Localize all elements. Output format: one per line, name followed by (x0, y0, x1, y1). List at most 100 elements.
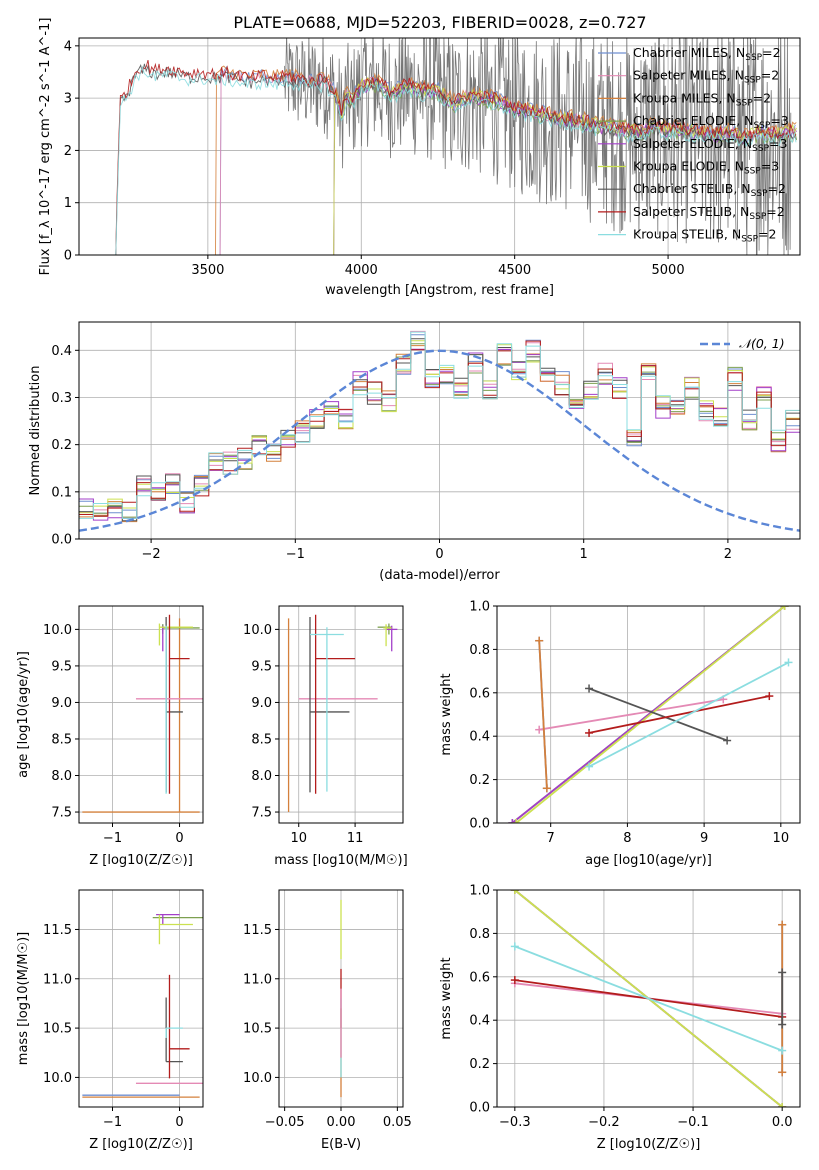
x-axis-label: (data-model)/error (379, 568, 500, 583)
y-tick-label: 11.5 (243, 923, 272, 938)
legend-label: Chabrier STELIB, NSSP=2 (633, 181, 786, 199)
histogram-step-line (79, 340, 800, 539)
legend-subscript: SSP (745, 53, 762, 63)
residual-histogram-panel: −2 −1 0 1 2 0.0 0.1 0.2 0.3 0.4 (data-model)/error… (28, 321, 801, 583)
legend-subscript: SSP (744, 76, 761, 86)
error-bar-point (82, 618, 200, 813)
y-tick-label: 11.0 (43, 972, 72, 987)
y-axis-label: mass [log10(M/M☉)] (16, 932, 31, 1065)
histogram-step-line (79, 330, 800, 539)
weight-series (778, 968, 787, 1029)
histogram-step-line (79, 331, 800, 539)
weight-series (510, 942, 787, 1055)
y-tick-label: 9.5 (251, 659, 272, 674)
y-tick-label: 1 (64, 196, 72, 211)
y-tick-label: 8.0 (251, 769, 272, 784)
x-tick-label: −1 (103, 1115, 122, 1130)
x-axis-label: Z [log10(Z/Z☉)] (89, 1137, 193, 1152)
grid (279, 606, 403, 823)
weight-line (515, 606, 786, 823)
y-tick-label: 10.0 (43, 623, 72, 638)
x-tick-label: 11 (347, 831, 364, 846)
plot-area (79, 330, 800, 539)
axes-frame (496, 605, 801, 824)
histogram-step-line (79, 340, 800, 539)
y-tick-label: 8.5 (251, 732, 272, 747)
y-tick-label: 11.0 (243, 972, 272, 987)
weight-series (585, 684, 732, 745)
y-tick-label: 1.0 (469, 884, 490, 899)
weight-series (535, 695, 728, 734)
y-tick-label: 8.0 (51, 769, 72, 784)
y-tick-label: 7.5 (51, 806, 72, 821)
legend-label: Salpeter STELIB, NSSP=2 (633, 204, 785, 222)
plot-area (82, 914, 203, 1098)
y-axis-label: mass weight (439, 957, 454, 1039)
plot-area (115, 38, 798, 255)
legend-label: 𝒩(0, 1) (739, 336, 785, 351)
weight-line (588, 687, 728, 742)
legend-suffix: =3 (770, 113, 788, 128)
x-tick-label: 8 (623, 831, 631, 846)
x-tick-label: 2 (724, 547, 732, 562)
x-tick-label: −1 (103, 831, 122, 846)
plot-area (508, 606, 793, 823)
y-tick-label: 4 (64, 39, 72, 54)
y-axis-label: mass weight (439, 673, 454, 755)
axes-frame (78, 889, 204, 1108)
model-spectrum-line (115, 63, 797, 255)
x-tick-label: −0.05 (265, 1115, 305, 1130)
error-bar-point (165, 997, 183, 1063)
x-axis-label: wavelength [Angstrom, rest frame] (325, 283, 554, 298)
x-tick-label: 10 (773, 831, 790, 846)
legend-label: Chabrier MILES, NSSP=2 (633, 45, 781, 63)
y-tick-label: 0.3 (51, 391, 72, 406)
grid (79, 890, 203, 1107)
x-tick-label: 10 (290, 831, 307, 846)
x-tick-label: 4000 (345, 263, 378, 278)
y-tick-label: 0.8 (469, 643, 490, 658)
error-bar-point (168, 614, 190, 794)
plot-area (287, 614, 398, 813)
x-tick-label: 4500 (498, 263, 531, 278)
y-tick-label: 2 (64, 144, 72, 159)
age-vs-metallicity-panel: −1 0 7.5 8.0 8.5 9.0 9.5 10.0 Z [log10(Z/Z☉)] age… (16, 605, 204, 868)
y-tick-label: 0.4 (51, 344, 72, 359)
legend-suffix: =2 (766, 204, 784, 219)
y-tick-label: 10.0 (43, 1071, 72, 1086)
legend-subscript: SSP (749, 212, 766, 222)
y-tick-label: 10.5 (243, 1022, 272, 1037)
weight-line (514, 945, 783, 1052)
y-tick-label: 0.4 (469, 730, 490, 745)
legend-subscript: SSP (753, 121, 770, 131)
x-tick-label: 0.05 (383, 1115, 412, 1130)
y-tick-label: 9.0 (251, 696, 272, 711)
x-axis-label: age [log10(age/yr)] (585, 853, 712, 868)
y-tick-label: 10.0 (243, 1071, 272, 1086)
weight-line (539, 698, 724, 731)
legend-subscript: SSP (744, 167, 761, 177)
x-tick-label: 5000 (652, 263, 685, 278)
axes-frame (78, 37, 801, 256)
legend-subscript: SSP (751, 189, 768, 199)
x-tick-label: −0.1 (677, 1115, 709, 1130)
y-tick-label: 0 (64, 249, 72, 264)
y-axis-label: Flux [f_λ 10^-17 erg cm^-2 s^-1 A^-1] (38, 18, 53, 276)
y-axis-label: Normed distribution (28, 366, 43, 496)
legend-suffix: =2 (768, 181, 786, 196)
age-vs-mass-panel: 10 11 7.5 8.0 8.5 9.0 9.5 10.0 mass [log10(M/M☉)… (243, 605, 408, 868)
legend-label: Kroupa STELIB, NSSP=2 (633, 227, 777, 245)
y-tick-label: 9.5 (51, 659, 72, 674)
y-tick-label: 7.5 (251, 806, 272, 821)
x-tick-label: 9 (700, 831, 708, 846)
error-bar-point (168, 974, 190, 1079)
grid (79, 606, 203, 823)
legend-suffix: =2 (762, 45, 780, 60)
legend-subscript: SSP (752, 144, 769, 154)
legend-label: Salpeter MILES, NSSP=2 (633, 68, 779, 86)
plot-area (510, 890, 787, 1107)
legend-label: Kroupa ELODIE, NSSP=3 (633, 159, 779, 177)
y-axis-label: age [log10(age/yr)] (16, 651, 31, 778)
weight-line (588, 661, 789, 768)
